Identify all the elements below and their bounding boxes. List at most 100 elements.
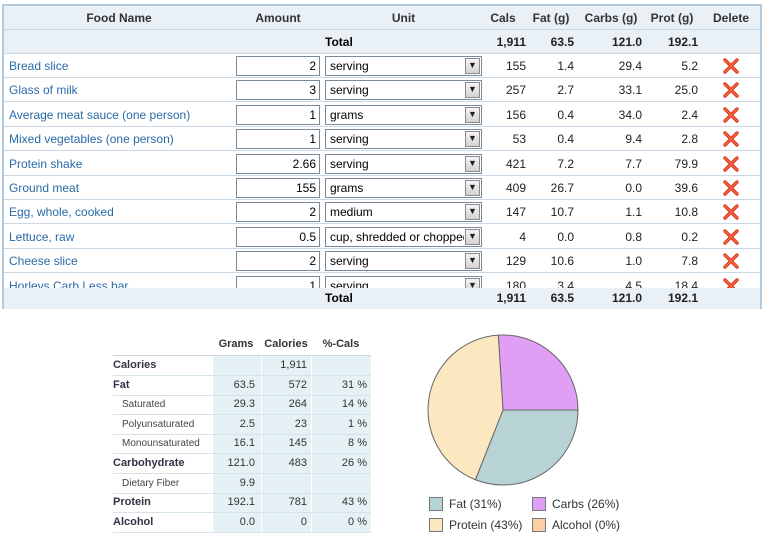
- delete-icon[interactable]: [722, 203, 740, 221]
- nutrient-pct-cals: 1 %: [348, 417, 367, 430]
- cals-value: 53: [512, 132, 526, 147]
- nutrient-label: Carbohydrate: [113, 457, 185, 469]
- chevron-down-icon[interactable]: ▼: [465, 58, 480, 74]
- amount-input[interactable]: 1: [236, 129, 320, 150]
- delete-icon[interactable]: [722, 130, 740, 148]
- nutrient-row: Polyunsaturated 2.5 23 1 %: [113, 415, 371, 435]
- unit-value: serving: [330, 132, 369, 147]
- table-row: Average meat sauce (one person) 1 grams ▼ 15…: [4, 103, 760, 127]
- nutrient-label: Protein: [113, 496, 151, 509]
- header-calories: Calories: [264, 338, 308, 350]
- delete-icon[interactable]: [722, 81, 740, 99]
- total-row-top: Total 1,911 63.5 121.0 192.1: [4, 30, 760, 54]
- nutrient-grams: 0.0: [239, 515, 255, 528]
- header-carbs: Carbs (g): [584, 11, 638, 25]
- delete-icon[interactable]: [722, 155, 740, 173]
- delete-icon[interactable]: [722, 252, 740, 270]
- amount-input[interactable]: 2: [236, 56, 320, 76]
- header-pct-cals: %-Cals: [322, 338, 360, 350]
- nutrient-calories: 0: [300, 515, 307, 528]
- food-name-link[interactable]: Egg, whole, cooked: [9, 205, 114, 220]
- table-row: Egg, whole, cooked 2 medium ▼ 147 10.7 1.1 10.8: [4, 200, 760, 225]
- delete-icon[interactable]: [722, 179, 740, 197]
- chevron-down-icon[interactable]: ▼: [465, 106, 480, 123]
- values-background: [213, 356, 371, 532]
- cals-value: 147: [505, 205, 526, 220]
- nutrient-calories: 572: [288, 378, 307, 391]
- chevron-down-icon[interactable]: ▼: [465, 204, 480, 221]
- food-name-link[interactable]: Ground meat: [9, 181, 80, 195]
- amount-input[interactable]: 0.5: [236, 226, 320, 247]
- amount-input[interactable]: 2.66: [236, 153, 320, 174]
- food-name-link[interactable]: Glass of milk: [9, 83, 78, 98]
- unit-select[interactable]: medium ▼: [325, 202, 482, 223]
- nutrient-pct-cals: 43 %: [341, 496, 367, 509]
- delete-icon[interactable]: [722, 106, 740, 124]
- legend-swatch: [532, 497, 546, 511]
- unit-value: cup, shredded or chopped: [330, 229, 464, 244]
- unit-select[interactable]: grams ▼: [325, 104, 482, 125]
- unit-value: grams: [330, 107, 364, 122]
- nutrient-row: Monounsaturated 16.1 145 8 %: [113, 434, 371, 454]
- prot-value: 7.8: [681, 254, 698, 269]
- chevron-down-icon[interactable]: ▼: [465, 253, 480, 270]
- chevron-down-icon[interactable]: ▼: [465, 82, 480, 99]
- nutrient-row: Calories 1,911: [113, 356, 371, 376]
- nutrient-calories: 23: [294, 417, 307, 430]
- amount-input[interactable]: 2: [236, 251, 320, 272]
- food-log-table: Food Name Amount Unit Cals Fat (g) Carbs…: [2, 4, 762, 309]
- food-name-link[interactable]: Lettuce, raw: [9, 229, 75, 244]
- legend-swatch: [429, 518, 443, 532]
- food-name-link[interactable]: Protein shake: [9, 156, 83, 171]
- chevron-down-icon[interactable]: ▼: [465, 180, 480, 196]
- nutrient-row: Saturated 29.3 264 14 %: [113, 395, 371, 415]
- chevron-down-icon[interactable]: ▼: [465, 131, 480, 148]
- nutrient-pct-cals: 31 %: [341, 378, 367, 391]
- nutrient-grams: 192.1: [227, 496, 255, 509]
- amount-input[interactable]: 155: [236, 178, 320, 198]
- unit-select[interactable]: serving ▼: [325, 251, 482, 272]
- fat-value: 10.7: [550, 205, 574, 220]
- delete-icon[interactable]: [722, 57, 740, 75]
- delete-icon[interactable]: [722, 228, 740, 246]
- food-name-link[interactable]: Mixed vegetables (one person): [9, 132, 174, 147]
- unit-select[interactable]: serving ▼: [325, 80, 482, 101]
- carbs-value: 29.4: [618, 59, 642, 73]
- chevron-down-icon[interactable]: ▼: [465, 228, 480, 245]
- pie-slice-carbs: [497, 334, 579, 411]
- unit-select[interactable]: grams ▼: [325, 178, 482, 198]
- header-cals: Cals: [490, 11, 516, 25]
- nutrient-label: Calories: [113, 359, 157, 371]
- total-cals: 1,911: [496, 35, 526, 49]
- unit-select[interactable]: serving ▼: [325, 153, 482, 174]
- food-name-link[interactable]: Bread slice: [9, 59, 69, 73]
- unit-value: medium: [330, 205, 373, 220]
- total-fat: 63.5: [550, 291, 574, 305]
- amount-input[interactable]: 2: [236, 202, 320, 223]
- row-divider: [113, 473, 371, 474]
- food-name-link[interactable]: Cheese slice: [9, 254, 78, 269]
- row-divider: [113, 492, 371, 494]
- fat-value: 0.4: [557, 107, 574, 122]
- prot-value: 0.2: [681, 229, 698, 244]
- unit-select[interactable]: serving ▼: [325, 129, 482, 150]
- fat-value: 1.4: [557, 59, 574, 73]
- cals-value: 4: [519, 229, 526, 244]
- unit-select[interactable]: serving ▼: [325, 56, 482, 76]
- carbs-value: 1.1: [625, 205, 642, 220]
- total-carbs: 121.0: [611, 35, 642, 49]
- fat-value: 2.7: [557, 83, 574, 98]
- chevron-down-icon[interactable]: ▼: [465, 155, 480, 172]
- nutrient-grams: 2.5: [239, 417, 255, 430]
- total-label: Total: [325, 35, 353, 49]
- carbs-value: 0.8: [625, 229, 642, 244]
- calorie-pie-chart: [427, 334, 579, 486]
- food-name-link[interactable]: Average meat sauce (one person): [9, 107, 191, 122]
- unit-select[interactable]: cup, shredded or chopped ▼: [325, 226, 482, 247]
- table-row: Glass of milk 3 serving ▼ 257 2.7 33.1 25.0: [4, 78, 760, 103]
- unit-value: serving: [330, 254, 369, 269]
- amount-input[interactable]: 1: [236, 104, 320, 125]
- fat-value: 0.4: [557, 132, 574, 147]
- cals-value: 129: [505, 254, 526, 269]
- amount-input[interactable]: 3: [236, 80, 320, 101]
